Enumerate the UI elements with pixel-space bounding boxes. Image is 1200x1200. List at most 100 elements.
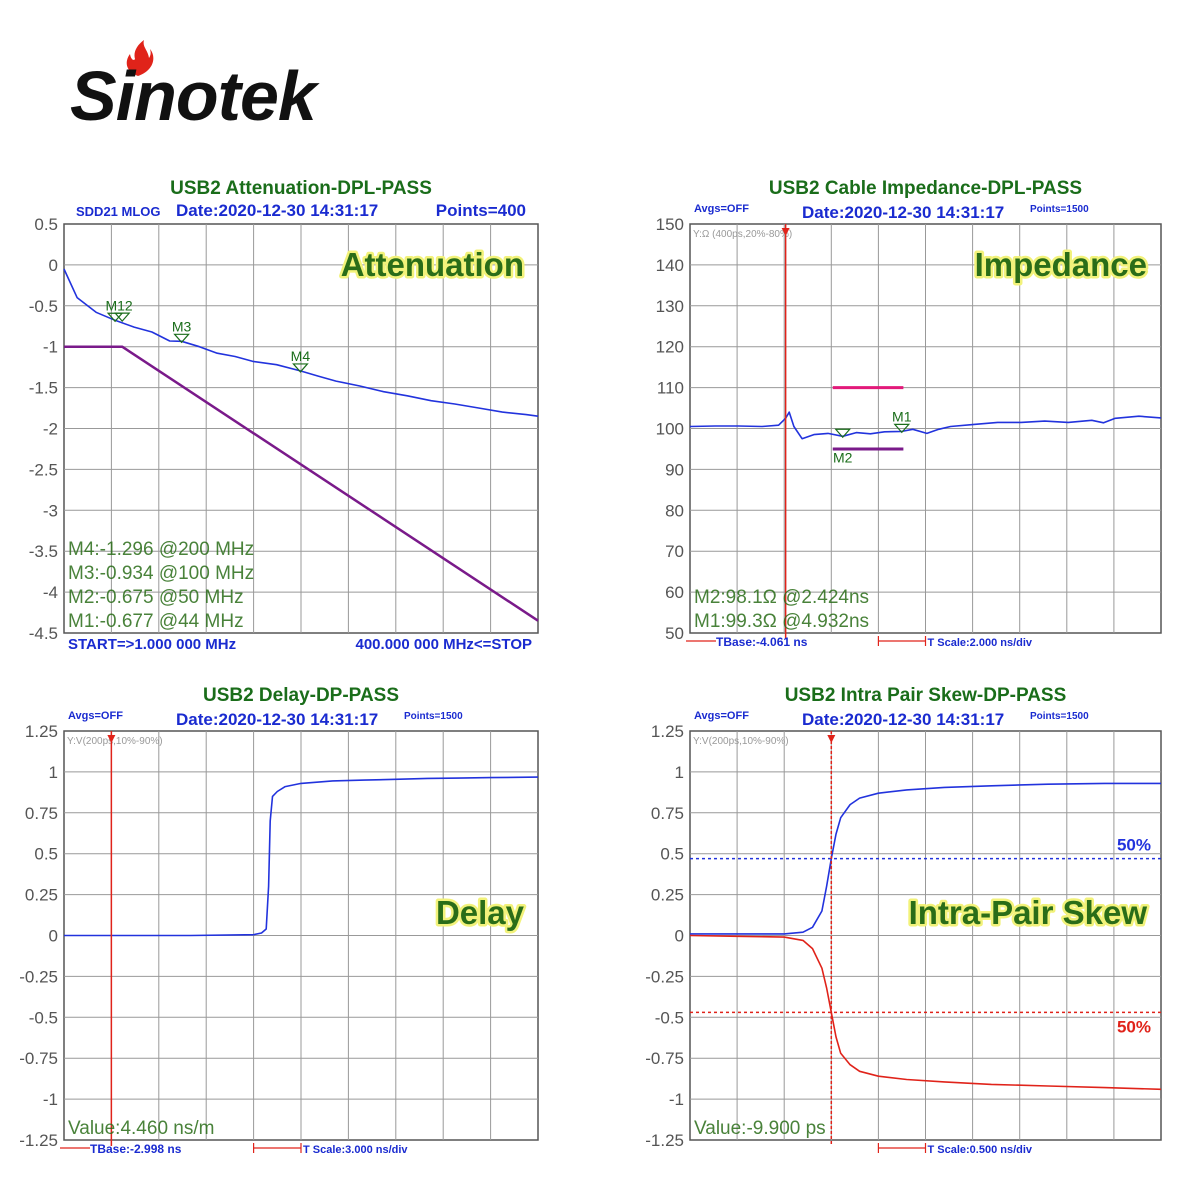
- y-tick-label: -1.5: [29, 379, 58, 398]
- y-tick-label: 1.25: [651, 722, 684, 741]
- y-tick-label: -1: [43, 1090, 58, 1109]
- y-tick-label: -1.25: [19, 1131, 58, 1150]
- y-tick-label: 60: [665, 583, 684, 602]
- cursor-marker: [781, 228, 790, 236]
- y-tick-label: 130: [656, 297, 684, 316]
- y-tick-label: 50: [665, 624, 684, 643]
- tbase-label: TBase:-2.998 ns: [90, 1142, 182, 1156]
- y-tick-label: -0.5: [29, 297, 58, 316]
- y-tick-label: -2: [43, 420, 58, 439]
- chart-title: USB2 Intra Pair Skew-DP-PASS: [785, 685, 1067, 706]
- y-tick-label: -1.25: [645, 1131, 684, 1150]
- chart-avgs: Avgs=OFF: [694, 203, 749, 215]
- y-tick-label: -1: [669, 1090, 684, 1109]
- chart-date: Date:2020-12-30 14:31:17: [802, 710, 1004, 729]
- y-tick-label: 1: [675, 763, 684, 782]
- series-line: [64, 345, 539, 622]
- marker-readout: M2:-0.675 @50 MHz: [68, 587, 244, 608]
- y-tick-label: -2.5: [29, 460, 58, 479]
- marker-triangle: [834, 428, 852, 439]
- brand-name: Sinotek: [70, 57, 317, 135]
- overlay-label: Attenuation: [341, 246, 524, 283]
- value-readout: Value:4.460 ns/m: [68, 1118, 214, 1139]
- delay-chart: USB2 Delay-DP-PASS Avgs=OFF Date:2020-12-3…: [19, 685, 539, 1156]
- y-tick-label: 70: [665, 542, 684, 561]
- attenuation-chart: USB2 Attenuation-DPL-PASS SDD21 MLOG Date:…: [29, 178, 539, 653]
- marker-triangle: [173, 333, 190, 344]
- cursor-marker: [827, 735, 836, 743]
- chart-avgs: Avgs=OFF: [694, 710, 749, 722]
- tscale-label: T Scale:0.500 ns/div: [928, 1144, 1033, 1156]
- chart-points: Points=400: [436, 201, 526, 220]
- y-tick-label: 1.25: [25, 722, 58, 741]
- y-axis-note: Y:V(200ps,10%-90%): [67, 736, 163, 747]
- y-tick-label: 1: [49, 763, 58, 782]
- chart-title: USB2 Cable Impedance-DPL-PASS: [769, 178, 1082, 199]
- y-tick-label: 0.5: [660, 845, 684, 864]
- chart-date: Date:2020-12-30 14:31:17: [176, 201, 378, 220]
- y-tick-label: -3: [43, 501, 58, 520]
- series-line: [690, 782, 1161, 935]
- y-tick-label: 100: [656, 420, 684, 439]
- start-frequency: START=>1.000 000 MHz: [68, 636, 236, 653]
- y-tick-label: -0.5: [29, 1008, 58, 1027]
- chart-title: USB2 Delay-DP-PASS: [203, 685, 399, 706]
- y-tick-label: 150: [656, 215, 684, 234]
- overlay-label: Delay: [436, 894, 525, 931]
- series-line: [64, 776, 539, 937]
- cursor-marker: [107, 735, 116, 743]
- y-tick-label: 140: [656, 256, 684, 275]
- y-tick-label: -0.75: [19, 1049, 58, 1068]
- y-tick-label: 0: [49, 256, 58, 275]
- y-tick-label: 0.5: [34, 215, 58, 234]
- y-tick-label: -0.25: [19, 967, 58, 986]
- stop-frequency: 400.000 000 MHz<=STOP: [356, 636, 533, 653]
- tscale-label: T Scale:2.000 ns/div: [928, 637, 1033, 649]
- y-tick-label: 0.25: [25, 886, 58, 905]
- marker-readout: M2:98.1Ω @2.424ns: [694, 587, 869, 608]
- chart-date: Date:2020-12-30 14:31:17: [176, 710, 378, 729]
- tbase-label: TBase:-4.061 ns: [716, 635, 808, 649]
- chart-points: Points=1500: [1030, 711, 1089, 722]
- chart-title: USB2 Attenuation-DPL-PASS: [170, 178, 432, 199]
- marker-label: M3: [172, 318, 192, 334]
- intra-pair-skew-chart: USB2 Intra Pair Skew-DP-PASS Avgs=OFF Date…: [645, 685, 1162, 1156]
- chart-points: Points=1500: [1030, 204, 1089, 215]
- chart-format-label: SDD21 MLOG: [76, 204, 161, 219]
- overlay-label: Impedance: [975, 246, 1147, 283]
- y-tick-label: -1: [43, 338, 58, 357]
- brand-logo: Sinotek: [60, 28, 390, 138]
- marker-label: M2: [833, 449, 853, 465]
- y-tick-label: 120: [656, 338, 684, 357]
- y-tick-label: 0.5: [34, 845, 58, 864]
- threshold-label: 50%: [1117, 836, 1151, 855]
- y-axis-note: Y:Ω (400ps,20%-80%): [693, 229, 792, 240]
- y-tick-label: -0.5: [655, 1008, 684, 1027]
- y-tick-label: -0.25: [645, 967, 684, 986]
- chart-avgs: Avgs=OFF: [68, 710, 123, 722]
- marker-triangle: [292, 363, 309, 373]
- y-tick-label: 110: [657, 379, 684, 398]
- marker-label: M1: [892, 408, 912, 424]
- value-readout: Value:-9.900 ps: [694, 1118, 826, 1139]
- marker-readout: M4:-1.296 @200 MHz: [68, 539, 254, 560]
- marker-triangle: [893, 423, 911, 434]
- marker-readout: M1:-0.677 @44 MHz: [68, 611, 244, 632]
- y-tick-label: 0.25: [651, 886, 684, 905]
- chart-points: Points=1500: [404, 711, 463, 722]
- y-axis-note: Y:V(200ps,10%-90%): [693, 736, 789, 747]
- impedance-chart: USB2 Cable Impedance-DPL-PASS Avgs=OFF Dat…: [656, 178, 1162, 649]
- flame-icon: [126, 40, 154, 76]
- y-tick-label: 0: [675, 927, 684, 946]
- y-tick-label: 80: [665, 501, 684, 520]
- series-line: [63, 268, 539, 417]
- y-tick-label: 0: [49, 927, 58, 946]
- threshold-label: 50%: [1117, 1017, 1151, 1036]
- series-line: [689, 411, 1162, 440]
- tscale-label: T Scale:3.000 ns/div: [303, 1144, 408, 1156]
- chart-date: Date:2020-12-30 14:31:17: [802, 203, 1004, 222]
- y-tick-label: -4.5: [29, 624, 58, 643]
- marker-triangle: [113, 312, 131, 323]
- y-tick-label: -4: [43, 583, 58, 602]
